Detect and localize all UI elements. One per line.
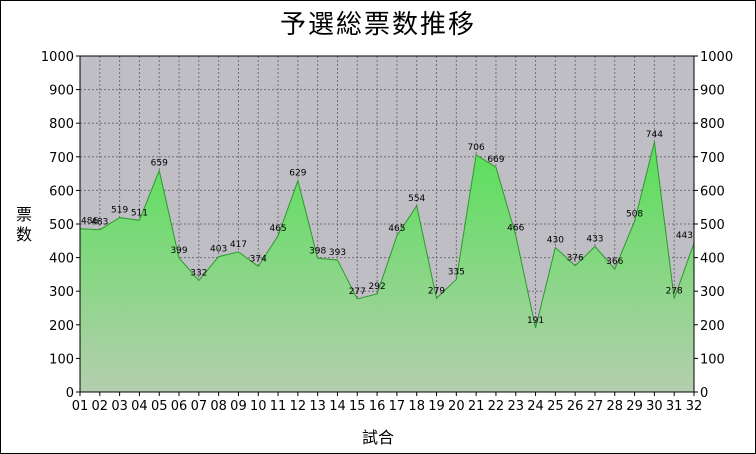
x-axis-label: 試合 — [361, 428, 394, 447]
data-label: 744 — [646, 130, 663, 140]
x-tick-label: 15 — [349, 399, 366, 414]
x-tick-label: 29 — [626, 399, 643, 414]
x-tick-label: 30 — [646, 399, 663, 414]
y-axis-label: 票数 — [15, 205, 32, 244]
x-tick-label: 06 — [171, 399, 188, 414]
chart-title: 予選総票数推移 — [279, 10, 476, 40]
x-tick-label: 12 — [290, 399, 307, 414]
data-label: 511 — [131, 208, 148, 218]
y-tick-label-left: 800 — [49, 117, 74, 132]
series-area — [80, 142, 694, 392]
x-tick-label: 23 — [507, 399, 524, 414]
y-tick-label-left: 100 — [49, 352, 74, 367]
x-tick-label: 24 — [527, 399, 544, 414]
y-tick-label-right: 1000 — [700, 50, 733, 65]
x-tick-label: 18 — [408, 399, 425, 414]
data-label: 486 — [81, 217, 98, 227]
y-tick-label-right: 400 — [700, 252, 725, 267]
y-tick-label-right: 0 — [700, 386, 708, 401]
x-tick-label: 05 — [151, 399, 168, 414]
x-tick-label: 02 — [92, 399, 109, 414]
data-label: 430 — [547, 236, 564, 246]
data-label: 393 — [329, 248, 346, 258]
data-label: 279 — [428, 286, 445, 296]
series-line — [79, 141, 695, 328]
x-tick-label: 27 — [587, 399, 604, 414]
x-tick-label: 28 — [607, 399, 624, 414]
x-tick-label: 07 — [191, 399, 208, 414]
y-tick-label-left: 600 — [49, 184, 74, 199]
data-label: 669 — [487, 155, 504, 165]
data-label: 278 — [666, 287, 683, 297]
x-tick-label: 09 — [230, 399, 247, 414]
y-tick-label-left: 700 — [49, 151, 74, 166]
data-label: 519 — [111, 206, 128, 216]
y-axis-right: 0 100 200 300 400 500 600 700 800 900 1000 — [694, 50, 733, 401]
x-tick-label: 20 — [448, 399, 465, 414]
y-tick-label-right: 800 — [700, 117, 725, 132]
y-tick-label-right: 200 — [700, 319, 725, 334]
x-axis: 01 02 03 04 05 06 07 08 09 10 11 12 13 14 15 16 17 18 19 20… — [72, 392, 703, 414]
y-tick-label-left: 300 — [49, 285, 74, 300]
data-label: 417 — [230, 240, 247, 250]
x-tick-label: 13 — [309, 399, 326, 414]
x-tick-label: 17 — [389, 399, 406, 414]
x-tick-label: 10 — [250, 399, 267, 414]
x-tick-label: 26 — [567, 399, 584, 414]
y-tick-label-left: 400 — [49, 252, 74, 267]
y-tick-label-right: 500 — [700, 218, 725, 233]
data-label: 374 — [250, 254, 267, 264]
data-label: 376 — [567, 254, 584, 264]
y-tick-label-left: 900 — [49, 84, 74, 99]
x-tick-label: 25 — [547, 399, 564, 414]
data-label: 465 — [388, 224, 405, 234]
x-tick-label: 16 — [369, 399, 386, 414]
data-label: 706 — [468, 143, 485, 153]
x-tick-label: 19 — [428, 399, 445, 414]
x-tick-label: 22 — [488, 399, 505, 414]
y-tick-label-left: 500 — [49, 218, 74, 233]
data-label: 433 — [586, 235, 603, 245]
y-tick-label-right: 100 — [700, 352, 725, 367]
data-label: 466 — [507, 223, 524, 233]
x-tick-label: 11 — [270, 399, 287, 414]
data-label: 508 — [626, 209, 643, 219]
y-tick-label-right: 600 — [700, 184, 725, 199]
x-tick-label: 14 — [329, 399, 346, 414]
x-tick-label: 31 — [666, 399, 683, 414]
data-label: 191 — [527, 316, 544, 326]
data-label: 292 — [369, 282, 386, 292]
y-tick-label-left: 0 — [66, 386, 74, 401]
x-tick-label: 03 — [111, 399, 128, 414]
x-tick-label: 21 — [468, 399, 485, 414]
y-axis-left: 0 100 200 300 400 500 600 700 800 900 1000 — [41, 50, 80, 401]
data-label: 399 — [170, 246, 187, 256]
y-tick-label-right: 300 — [700, 285, 725, 300]
x-tick-label: 01 — [72, 399, 89, 414]
data-label: 443 — [676, 231, 693, 241]
data-label: 366 — [606, 257, 623, 267]
data-label: 335 — [448, 267, 465, 277]
data-label: 332 — [190, 268, 207, 278]
data-label: 629 — [289, 169, 306, 179]
data-label: 277 — [349, 287, 366, 297]
x-tick-label: 04 — [131, 399, 148, 414]
data-label: 554 — [408, 194, 425, 204]
y-tick-label-left: 200 — [49, 319, 74, 334]
data-label: 465 — [269, 224, 286, 234]
y-tick-label-right: 900 — [700, 84, 725, 99]
x-tick-label: 08 — [210, 399, 227, 414]
x-tick-label: 32 — [686, 399, 703, 414]
y-tick-label-right: 700 — [700, 151, 725, 166]
data-label: 483 — [91, 218, 108, 228]
data-label: 403 — [210, 245, 227, 255]
data-label: 398 — [309, 246, 326, 256]
y-tick-label-left: 1000 — [41, 50, 74, 65]
data-label: 659 — [151, 159, 168, 169]
